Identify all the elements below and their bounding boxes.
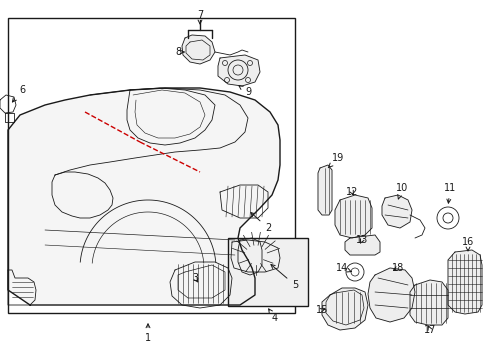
Text: 11: 11 xyxy=(443,183,455,203)
Polygon shape xyxy=(8,88,280,305)
Text: 7: 7 xyxy=(197,10,203,24)
Text: 12: 12 xyxy=(345,187,357,197)
Text: 13: 13 xyxy=(355,235,367,245)
Polygon shape xyxy=(345,235,379,255)
Polygon shape xyxy=(321,288,367,330)
Polygon shape xyxy=(367,268,414,322)
Text: 10: 10 xyxy=(395,183,407,199)
Text: 3: 3 xyxy=(192,273,198,283)
Text: 18: 18 xyxy=(391,263,403,273)
Text: 14: 14 xyxy=(335,263,350,273)
Text: 19: 19 xyxy=(327,153,344,168)
Text: 9: 9 xyxy=(239,86,250,97)
Text: 2: 2 xyxy=(250,213,270,233)
Polygon shape xyxy=(409,280,447,325)
Text: 1: 1 xyxy=(144,324,151,343)
Text: 17: 17 xyxy=(423,325,435,335)
Polygon shape xyxy=(447,250,481,314)
Polygon shape xyxy=(317,165,331,215)
Polygon shape xyxy=(334,195,371,238)
Bar xyxy=(8,18,294,313)
Polygon shape xyxy=(182,35,215,64)
Bar xyxy=(227,238,307,306)
Polygon shape xyxy=(381,195,411,228)
Text: 15: 15 xyxy=(315,305,327,315)
Text: 6: 6 xyxy=(12,85,25,102)
Text: 4: 4 xyxy=(268,309,278,323)
Text: 16: 16 xyxy=(461,237,473,251)
Text: 5: 5 xyxy=(270,265,298,290)
Text: 8: 8 xyxy=(175,47,184,57)
Polygon shape xyxy=(218,55,260,86)
